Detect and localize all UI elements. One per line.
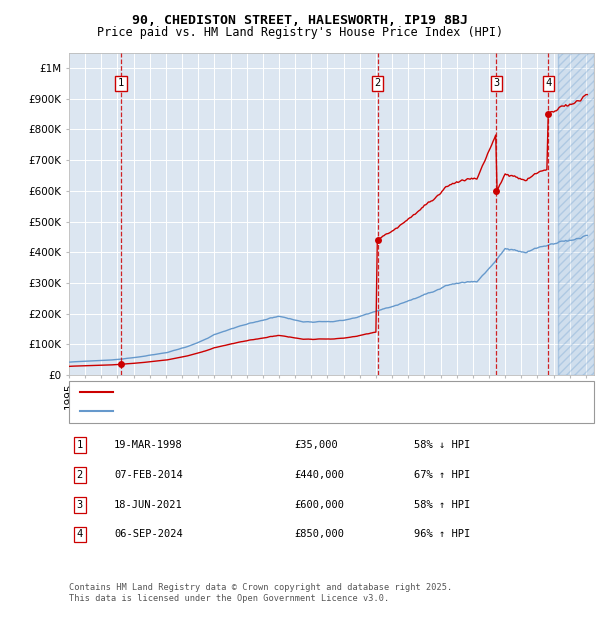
Text: 1: 1 — [118, 78, 124, 89]
Text: 67% ↑ HPI: 67% ↑ HPI — [414, 470, 470, 480]
Text: Contains HM Land Registry data © Crown copyright and database right 2025.
This d: Contains HM Land Registry data © Crown c… — [69, 583, 452, 603]
Text: 2: 2 — [374, 78, 380, 89]
Text: £35,000: £35,000 — [294, 440, 338, 450]
Text: 06-SEP-2024: 06-SEP-2024 — [114, 529, 183, 539]
Text: 1: 1 — [77, 440, 83, 450]
Text: £850,000: £850,000 — [294, 529, 344, 539]
Bar — [559, 53, 594, 375]
Text: 18-JUN-2021: 18-JUN-2021 — [114, 500, 183, 510]
Text: 3: 3 — [77, 500, 83, 510]
Text: 19-MAR-1998: 19-MAR-1998 — [114, 440, 183, 450]
Text: 4: 4 — [77, 529, 83, 539]
Text: 3: 3 — [493, 78, 500, 89]
Text: 58% ↓ HPI: 58% ↓ HPI — [414, 440, 470, 450]
Text: Price paid vs. HM Land Registry's House Price Index (HPI): Price paid vs. HM Land Registry's House … — [97, 26, 503, 39]
Text: 90, CHEDISTON STREET, HALESWORTH, IP19 8BJ: 90, CHEDISTON STREET, HALESWORTH, IP19 8… — [132, 14, 468, 27]
Text: HPI: Average price, detached house, East Suffolk: HPI: Average price, detached house, East… — [118, 406, 406, 416]
Bar — [559, 53, 594, 375]
Text: £440,000: £440,000 — [294, 470, 344, 480]
Text: £600,000: £600,000 — [294, 500, 344, 510]
Text: 90, CHEDISTON STREET, HALESWORTH, IP19 8BJ (detached house): 90, CHEDISTON STREET, HALESWORTH, IP19 8… — [118, 388, 472, 397]
Text: 4: 4 — [545, 78, 551, 89]
Text: 58% ↑ HPI: 58% ↑ HPI — [414, 500, 470, 510]
Text: 07-FEB-2014: 07-FEB-2014 — [114, 470, 183, 480]
Text: 96% ↑ HPI: 96% ↑ HPI — [414, 529, 470, 539]
Text: 2: 2 — [77, 470, 83, 480]
